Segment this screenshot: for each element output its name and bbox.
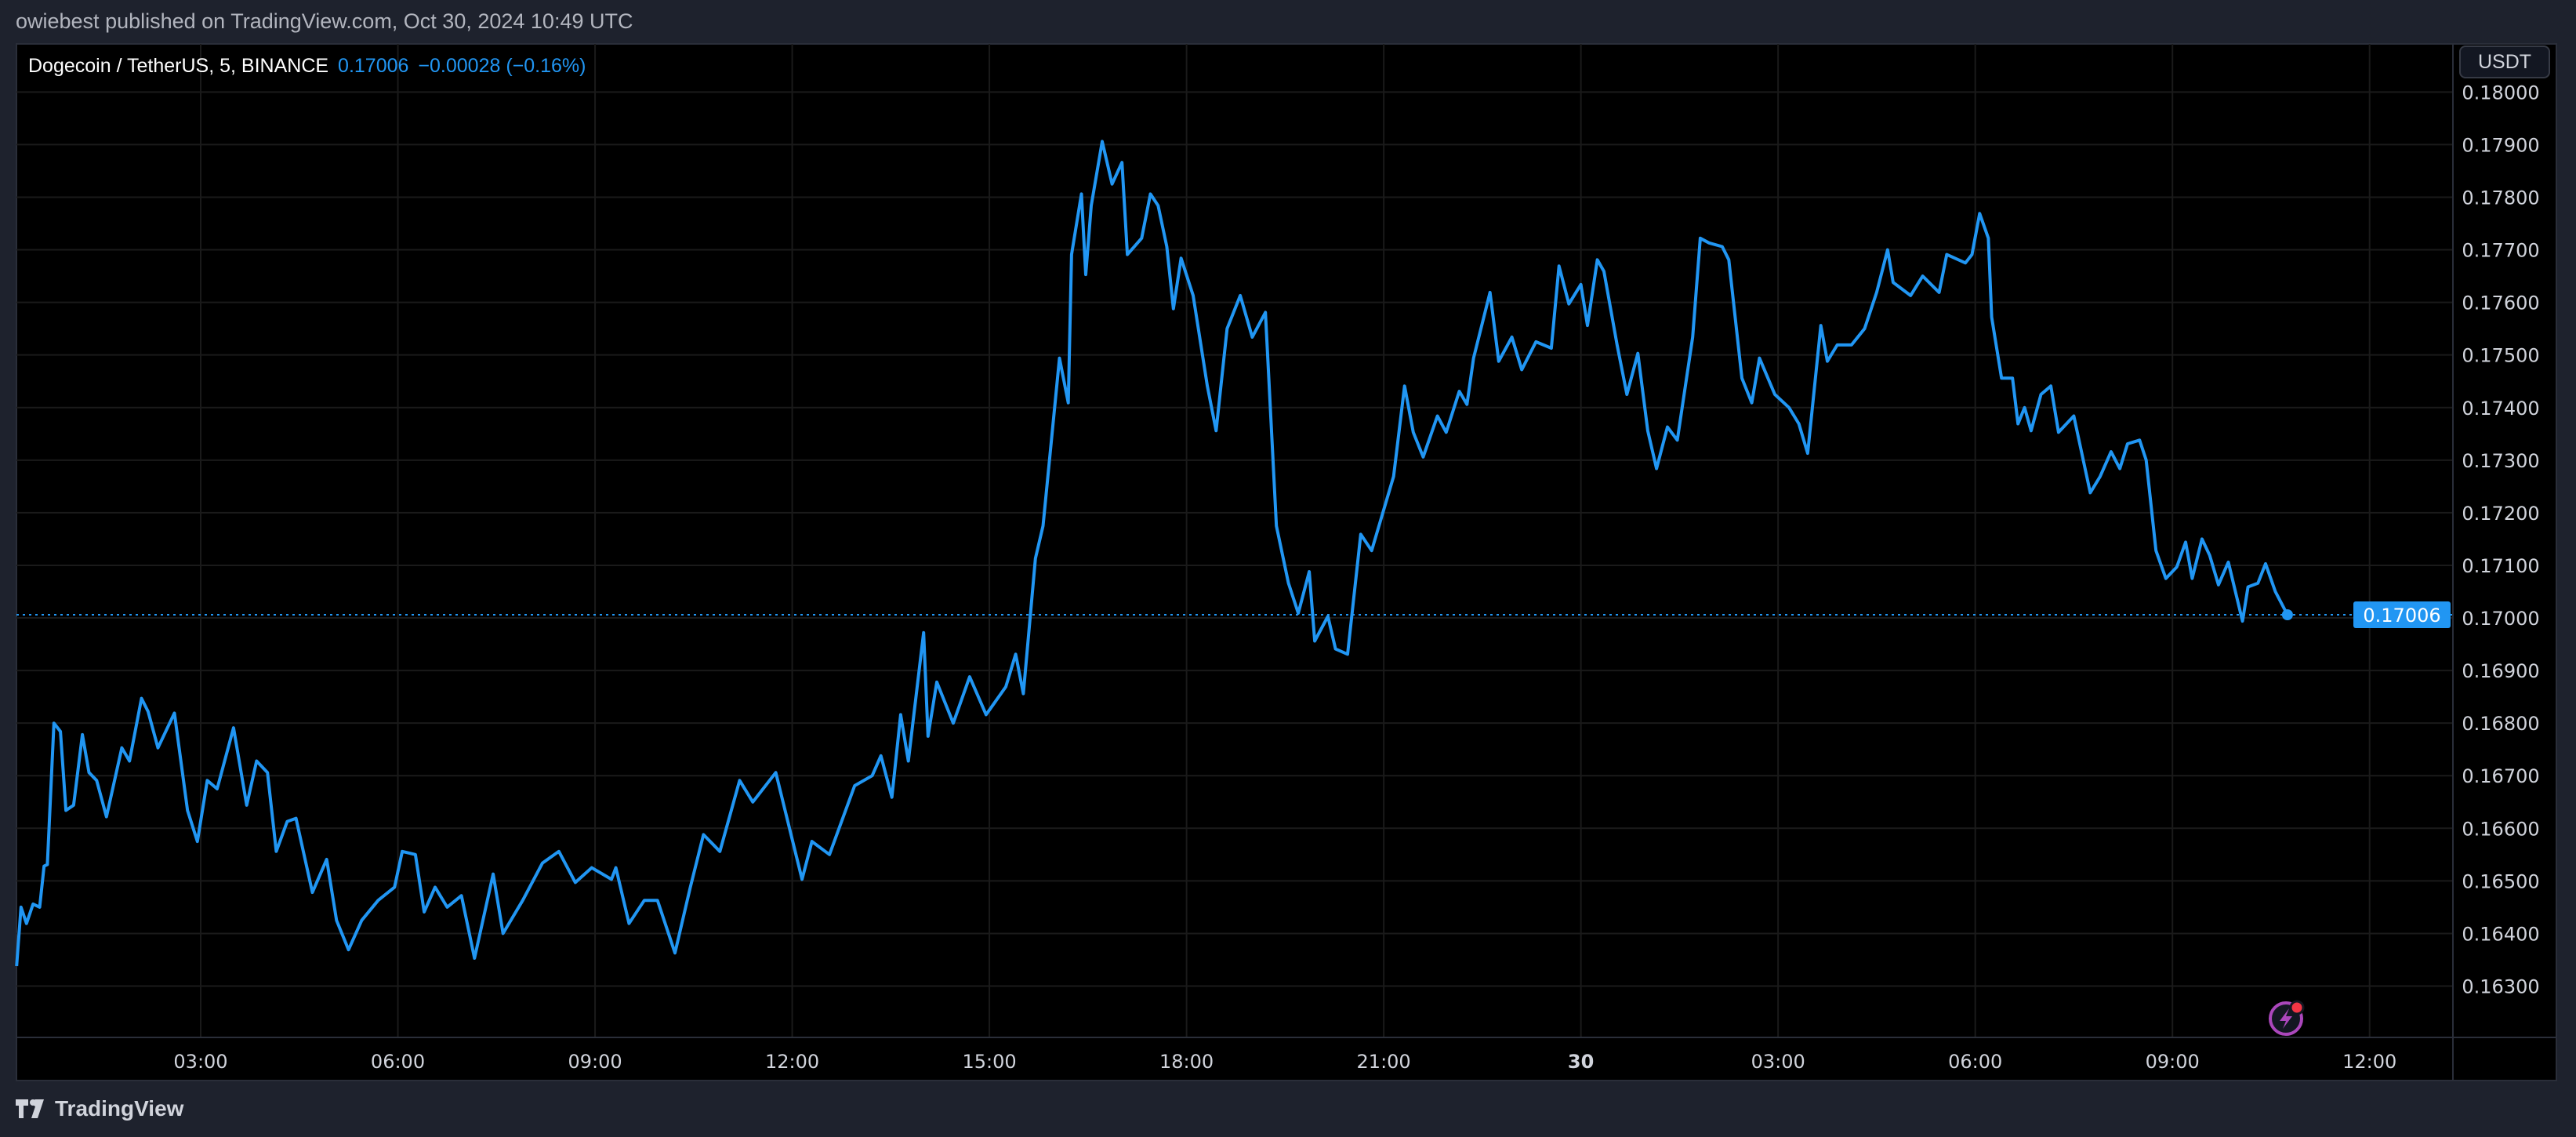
last-price-badge <box>2353 601 2451 629</box>
published-caption: owiebest published on TradingView.com, O… <box>16 9 633 33</box>
symbol-title: Dogecoin / TetherUS, 5, BINANCE <box>28 55 329 77</box>
price-tick-label: 0.16600 <box>2462 818 2539 840</box>
last-price-dot <box>2281 609 2293 621</box>
time-tick-label: 09:00 <box>2146 1051 2200 1073</box>
price-tick-label: 0.16800 <box>2462 713 2539 735</box>
last-value: 0.17006 <box>338 55 409 77</box>
alert-lightning-icon <box>2269 1000 2305 1036</box>
time-tick-label: 03:00 <box>1751 1051 1805 1073</box>
price-tick-label: 0.17500 <box>2462 345 2539 367</box>
price-series-line <box>15 140 2289 967</box>
price-tick-label: 0.16500 <box>2462 870 2539 892</box>
price-tick-label: 0.16700 <box>2462 765 2539 787</box>
time-tick-label: 09:00 <box>568 1051 622 1073</box>
tradingview-logo[interactable]: TradingView <box>16 1096 183 1121</box>
price-tick-label: 0.18000 <box>2462 82 2539 104</box>
price-tick-label: 0.17600 <box>2462 292 2539 314</box>
price-tick-label: 0.17100 <box>2462 555 2539 577</box>
price-tick-label: 0.17700 <box>2462 240 2539 262</box>
grid <box>16 44 2453 1037</box>
last-price-text: 0.17006 <box>2363 605 2440 627</box>
time-tick-label: 03:00 <box>173 1051 227 1073</box>
time-tick-label: 06:00 <box>1948 1051 2002 1073</box>
time-tick-label: 18:00 <box>1159 1051 1214 1073</box>
brand-name: TradingView <box>55 1096 184 1121</box>
time-tick-label: 12:00 <box>765 1051 819 1073</box>
price-tick-label: 0.16900 <box>2462 660 2539 682</box>
price-tick-label: 0.17800 <box>2462 187 2539 209</box>
price-tick-label: 0.16300 <box>2462 976 2539 998</box>
price-axis: 0.16300 0.16400 0.16500 0.16600 0.16700 0.168… <box>2462 82 2539 997</box>
price-tick-label: 0.17300 <box>2462 450 2539 472</box>
time-tick-label: 12:00 <box>2342 1051 2396 1073</box>
time-tick-label: 06:00 <box>371 1051 425 1073</box>
symbol-legend: Dogecoin / TetherUS, 5, BINANCE 0.17006 −0… <box>28 55 586 78</box>
change-value: −0.00028 (−0.16%) <box>418 55 586 77</box>
time-axis: 03:00 06:00 09:00 12:00 15:00 18:00 21:00 30 03:… <box>173 1051 2396 1073</box>
tradingview-logo-icon <box>16 1099 44 1118</box>
price-tick-label: 0.17000 <box>2462 608 2539 630</box>
price-tick-label: 0.17900 <box>2462 134 2539 156</box>
time-tick-label: 15:00 <box>962 1051 1016 1073</box>
currency-button[interactable]: USDT <box>2459 45 2550 78</box>
price-tick-label: 0.17200 <box>2462 503 2539 525</box>
price-tick-label: 0.17400 <box>2462 398 2539 420</box>
chart-frame <box>16 43 2557 1081</box>
time-tick-label: 30 <box>1568 1051 1594 1073</box>
time-tick-label: 21:00 <box>1357 1051 1411 1073</box>
last-price-label: 0.17006 <box>2353 601 2451 629</box>
price-tick-label: 0.16400 <box>2462 923 2539 945</box>
